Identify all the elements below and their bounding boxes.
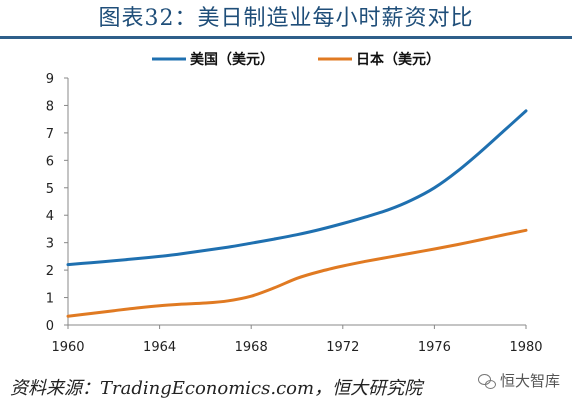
line-chart: 美国（美元） 日本（美元） 0 1 2 3 4 5 6 7 8 9 1960 1964 1968 1972 1… <box>46 51 543 355</box>
series-lines <box>66 109 528 318</box>
x-tick-label: 1972 <box>326 340 359 355</box>
axes: 0 1 2 3 4 5 6 7 8 9 1960 1964 1968 1972 1976 1980 <box>46 72 543 355</box>
y-tick-label: 0 <box>46 319 54 334</box>
x-tick-label: 1968 <box>235 340 268 355</box>
y-tick-label: 2 <box>46 264 54 279</box>
series-line-us <box>66 109 528 267</box>
watermark: 恒大智库 <box>473 368 564 393</box>
y-tick-label: 9 <box>46 72 54 87</box>
x-tick-label: 1980 <box>509 340 542 355</box>
x-tick-label: 1964 <box>143 340 176 355</box>
legend-label-us: 美国（美元） <box>190 51 274 68</box>
y-tick-label: 6 <box>46 154 54 169</box>
x-tick-label: 1960 <box>51 340 84 355</box>
y-tick-label: 7 <box>46 127 54 142</box>
title-underline <box>0 36 572 39</box>
y-tick-label: 3 <box>46 237 54 252</box>
y-tick-label: 4 <box>46 209 54 224</box>
legend: 美国（美元） 日本（美元） <box>152 51 440 68</box>
watermark-text: 恒大智库 <box>499 372 560 390</box>
y-tick-label: 8 <box>46 99 54 114</box>
source-note: 资料来源：TradingEconomics.com，恒大研究院 <box>10 378 423 399</box>
y-tick-label: 5 <box>46 182 54 197</box>
y-tick-label: 1 <box>46 292 54 307</box>
x-tick-label: 1976 <box>418 340 451 355</box>
series-line-japan <box>66 228 528 318</box>
chart-title: 图表32：美日制造业每小时薪资对比 <box>98 6 474 31</box>
legend-label-japan: 日本（美元） <box>356 51 440 68</box>
wechat-icon <box>477 372 496 390</box>
